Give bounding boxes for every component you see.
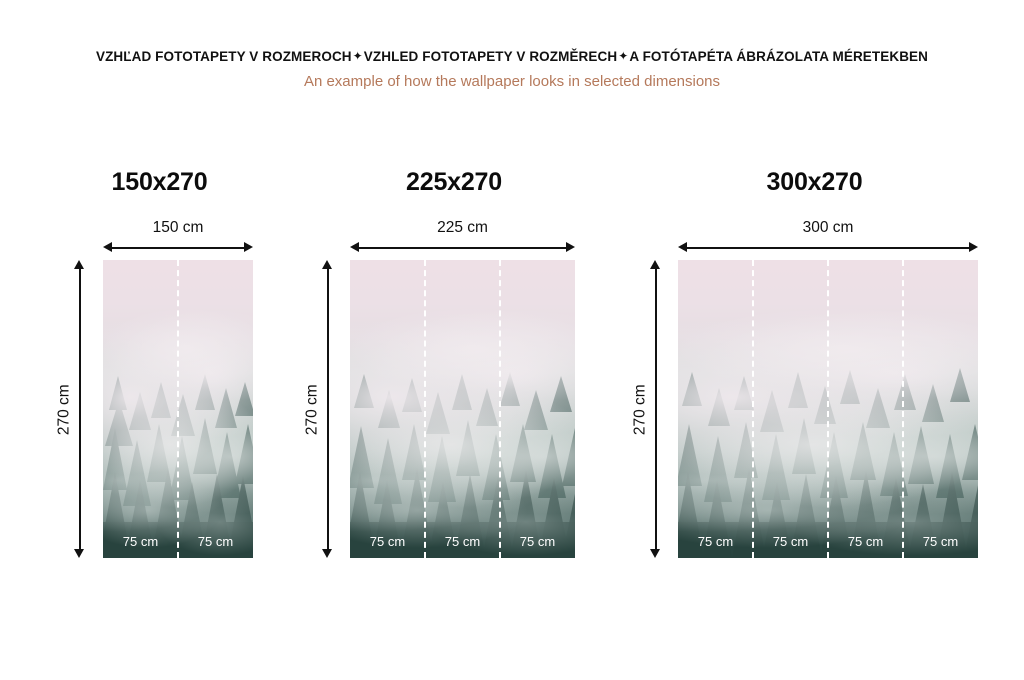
size-panel-300x270: 300x270 300 cm 270 cm [622,170,987,565]
sparkle-icon-1: ✦ [352,49,363,63]
panel-divider [177,260,179,558]
page-title: VZHĽAD FOTOTAPETY V ROZMEROCH✦VZHLED FOT… [0,50,1024,64]
panel-divider [424,260,426,558]
arrow-bottom-tip [322,549,332,558]
arrow-top-tip [322,260,332,269]
panel-title-225x270: 225x270 [406,168,502,196]
width-dimension-arrow-150 [103,242,253,253]
panel-divider [752,260,754,558]
segment-label: 75 cm [772,534,809,549]
arrow-left-tip [103,242,112,252]
panel-divider [499,260,501,558]
arrow-bar [327,266,329,552]
panel-title-300x270: 300x270 [766,168,863,196]
segment-label: 75 cm [122,534,159,549]
arrow-bar [109,247,247,249]
arrow-left-tip [350,242,359,252]
page-subtitle: An example of how the wallpaper looks in… [303,72,721,90]
arrow-bar [356,247,569,249]
segment-label: 75 cm [697,534,734,549]
panel-width-label-300: 300 cm [802,219,854,236]
size-panel-150x270: 150x270 150 cm 270 cm [46,170,261,565]
height-dimension-arrow-270 [650,260,661,558]
arrow-bottom-tip [650,549,660,558]
panel-height-label-270: 270 cm [631,384,649,436]
wallpaper-artwork-150x270: 75 cm 75 cm [103,260,253,558]
sparkle-icon-2: ✦ [618,49,629,63]
height-dimension-arrow-270 [74,260,85,558]
segment-label: 75 cm [847,534,884,549]
arrow-right-tip [969,242,978,252]
arrow-bottom-tip [74,549,84,558]
width-dimension-arrow-225 [350,242,575,253]
artwork-fog-lower [350,260,575,558]
height-dimension-arrow-270 [322,260,333,558]
arrow-bar [655,266,657,552]
wallpaper-artwork-225x270: 75 cm 75 cm 75 cm [350,260,575,558]
panel-width-label-225: 225 cm [437,219,488,236]
segment-label: 75 cm [922,534,959,549]
title-part-sk: VZHĽAD FOTOTAPETY V ROZMEROCH [95,49,352,64]
header: VZHĽAD FOTOTAPETY V ROZMEROCH✦VZHLED FOT… [0,50,1024,89]
size-panel-225x270: 225x270 225 cm 270 cm [300,170,590,565]
arrow-top-tip [650,260,660,269]
arrow-right-tip [566,242,575,252]
segment-label: 75 cm [444,534,481,549]
segment-label: 75 cm [197,534,234,549]
panel-divider [902,260,904,558]
panel-title-150x270: 150x270 [111,168,208,196]
panel-divider [827,260,829,558]
arrow-left-tip [678,242,687,252]
arrow-bar [684,247,972,249]
panel-height-label-270: 270 cm [303,384,321,436]
segment-label: 75 cm [369,534,406,549]
title-part-cs: VZHLED FOTOTAPETY V ROZMĚRECH [363,49,618,64]
arrow-right-tip [244,242,253,252]
wallpaper-artwork-300x270: 75 cm 75 cm 75 cm 75 cm [678,260,978,558]
title-part-hu: A FOTÓTAPÉTA ÁBRÁZOLATA MÉRETEKBEN [629,49,929,64]
segment-label: 75 cm [519,534,556,549]
width-dimension-arrow-300 [678,242,978,253]
arrow-top-tip [74,260,84,269]
panel-height-label-270: 270 cm [55,384,73,436]
arrow-bar [79,266,81,552]
panel-width-label-150: 150 cm [152,219,204,236]
